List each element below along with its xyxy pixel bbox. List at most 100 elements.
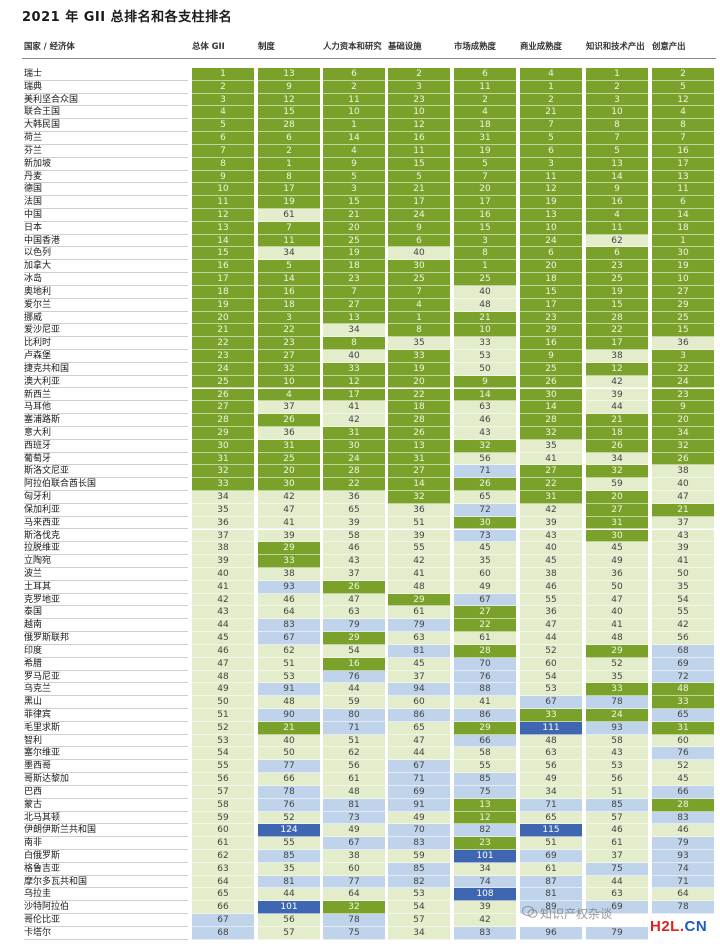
rank-cell: 22 (454, 619, 516, 633)
country-name: 毛里求斯 (24, 722, 188, 735)
rank-cell: 38 (586, 350, 648, 363)
rank-cell: 4 (520, 68, 582, 81)
rank-cell: 42 (586, 375, 648, 389)
rank-cell: 41 (323, 401, 385, 415)
rank-cell: 7 (192, 144, 254, 158)
rank-cell: 73 (323, 811, 385, 825)
site-logo: H2L.CN (650, 918, 707, 935)
rank-cell: 26 (388, 426, 450, 440)
rank-cell: 12 (586, 362, 648, 376)
rank-cell: 80 (323, 709, 385, 722)
table-row: 美利坚合众国 3 12 11 23 2 2 3 12 (0, 93, 720, 107)
table-row: 荷兰 6 6 14 16 31 5 7 7 (0, 132, 720, 145)
rank-cell: 91 (258, 683, 320, 697)
rank-cell: 7 (388, 285, 450, 299)
rank-cell: 27 (586, 503, 648, 517)
rank-cell: 77 (258, 760, 320, 774)
table-row: 爱尔兰 19 18 27 4 48 17 15 29 (0, 298, 720, 312)
rank-cell: 58 (586, 734, 648, 748)
rank-cell: 19 (323, 247, 385, 261)
rank-cell: 49 (323, 824, 385, 838)
rank-cell: 78 (586, 696, 648, 709)
rank-cell: 23 (388, 93, 450, 107)
rank-cell: 4 (454, 106, 516, 120)
table-row: 俄罗斯联邦 45 67 29 63 61 44 48 56 (0, 632, 720, 645)
rank-cell: 19 (192, 298, 254, 312)
rank-cell: 54 (323, 644, 385, 658)
table-row: 智利 53 40 51 47 66 48 58 60 (0, 734, 720, 748)
table-row: 罗马尼亚 48 53 76 37 76 54 35 72 (0, 670, 720, 684)
country-name: 拉脱维亚 (24, 542, 188, 556)
rank-cell: 53 (258, 670, 320, 684)
rank-cell: 6 (652, 196, 714, 209)
rank-cell: 1 (388, 311, 450, 325)
rank-cell: 49 (586, 555, 648, 568)
rank-cell: 4 (388, 298, 450, 312)
table-row: 菲律宾 51 90 80 86 86 33 24 65 (0, 709, 720, 722)
table-row: 南非 61 55 67 83 23 51 61 79 (0, 837, 720, 850)
rank-cell: 9 (652, 401, 714, 415)
rank-cell: 31 (652, 721, 714, 735)
rank-cell: 79 (323, 619, 385, 633)
rank-cell: 38 (520, 567, 582, 581)
rank-cell: 12 (520, 183, 582, 197)
rank-cell: 15 (454, 221, 516, 235)
rank-cell: 57 (258, 926, 320, 940)
rank-cell: 41 (192, 580, 254, 594)
rank-cell: 76 (652, 747, 714, 761)
rank-cell: 21 (652, 503, 714, 517)
table-row: 黑山 50 48 59 60 41 67 78 33 (0, 696, 720, 709)
country-name: 新西兰 (24, 389, 188, 402)
rank-cell: 26 (258, 414, 320, 427)
rank-cell: 65 (323, 503, 385, 517)
rank-cell: 25 (192, 375, 254, 389)
rank-cell: 62 (258, 644, 320, 658)
rank-cell: 28 (652, 798, 714, 812)
rank-cell: 35 (586, 670, 648, 684)
table-row: 摩尔多瓦共和国 64 81 77 82 74 87 44 71 (0, 875, 720, 889)
rank-cell: 66 (652, 785, 714, 799)
column-header: 制度 (258, 41, 275, 51)
country-name: 以色列 (24, 247, 188, 261)
rank-cell: 60 (520, 657, 582, 671)
rank-cell: 27 (388, 465, 450, 479)
rank-cell: 15 (323, 196, 385, 209)
rank-cell: 66 (192, 901, 254, 915)
rank-cell: 2 (388, 68, 450, 81)
country-name: 斯洛伐克 (24, 530, 188, 543)
country-name: 黑山 (24, 696, 188, 709)
rank-cell: 34 (192, 491, 254, 504)
rank-cell: 60 (652, 734, 714, 748)
table-row: 日本 13 7 20 9 15 10 11 18 (0, 221, 720, 235)
rank-cell: 27 (520, 465, 582, 479)
rank-cell: 51 (586, 785, 648, 799)
country-name: 芬兰 (24, 145, 188, 158)
rank-cell: 69 (652, 657, 714, 671)
table-row: 西班牙 30 31 30 13 32 35 26 32 (0, 439, 720, 453)
table-row: 以色列 15 34 19 40 8 6 6 30 (0, 247, 720, 261)
table-row: 瑞士 1 13 6 2 6 4 1 2 (0, 68, 720, 81)
rank-cell: 32 (586, 465, 648, 479)
rank-cell: 61 (258, 209, 320, 222)
country-name: 联合王国 (24, 106, 188, 120)
country-name: 中国 (24, 209, 188, 222)
country-name: 立陶宛 (24, 555, 188, 568)
rank-cell: 12 (388, 119, 450, 133)
table-row: 意大利 29 36 31 26 43 32 18 34 (0, 426, 720, 440)
rank-cell: 45 (388, 657, 450, 671)
table-row: 冰岛 17 14 23 25 25 18 25 10 (0, 273, 720, 286)
rank-cell: 29 (192, 426, 254, 440)
rank-cell: 53 (454, 350, 516, 363)
column-header: 人力资本和研究 (323, 41, 382, 51)
country-name: 卢森堡 (24, 350, 188, 363)
rank-cell: 36 (192, 516, 254, 530)
rank-cell: 76 (323, 670, 385, 684)
rank-cell: 3 (652, 350, 714, 363)
rank-cell: 54 (192, 747, 254, 761)
rank-cell: 3 (520, 157, 582, 171)
rank-cell: 33 (192, 478, 254, 492)
country-name: 蒙古 (24, 799, 188, 812)
rank-cell: 52 (586, 657, 648, 671)
rank-cell: 40 (520, 542, 582, 556)
rank-cell: 46 (323, 542, 385, 556)
